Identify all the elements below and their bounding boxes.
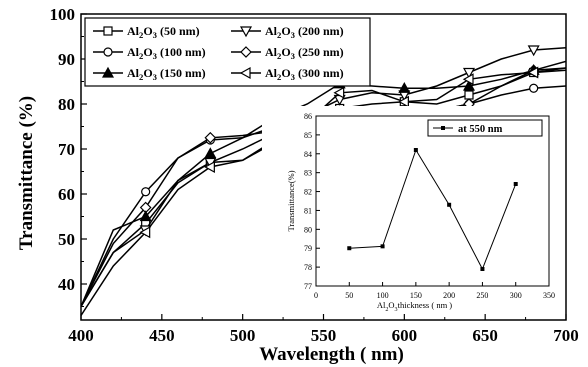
y-axis-title: Transmittance (%) (16, 96, 37, 250)
inset-background (262, 106, 562, 311)
inset-y-tick-label-1: 78 (304, 263, 312, 272)
x-tick-label-0: 400 (68, 326, 94, 345)
legend-marker-4 (101, 66, 115, 78)
legend-marker-3 (240, 46, 252, 58)
inset-x-axis-title: Al2O3thickness ( nm ) (377, 300, 452, 313)
inset-x-tick-label-4: 200 (443, 291, 455, 300)
inset-chart: 0 50 100 150 200 250 300 350 77 78 79 80 81 82 83 84 85 8… (262, 106, 562, 313)
legend-label-0: Al2O3 (50 nm) (127, 24, 200, 40)
series-1-point-14 (527, 45, 540, 57)
inset-y-tick-label-3: 80 (304, 225, 312, 234)
legend-label-5: Al2O3 (300 nm) (265, 66, 344, 82)
legend-label-2: Al2O3 (100 nm) (127, 45, 206, 61)
y-tick-label-6: 100 (50, 5, 76, 24)
x-tick-label-6: 700 (553, 326, 579, 345)
inset-y-tick-label-5: 82 (304, 188, 312, 197)
inset-y-tick-label-7: 84 (304, 150, 312, 159)
y-tick-label-1: 50 (58, 230, 75, 249)
inset-point-2 (413, 148, 418, 152)
y-tick-label-2: 60 (58, 185, 75, 204)
inset-point-5 (513, 182, 518, 186)
inset-series-line (349, 148, 517, 271)
inset-x-tick-label-3: 150 (410, 291, 422, 300)
inset-point-4 (480, 267, 485, 271)
x-tick-label-2: 500 (230, 326, 256, 345)
inset-y-tick-label-0: 77 (304, 282, 312, 291)
series-2-point-2 (141, 187, 151, 197)
inset-point-0 (347, 246, 352, 251)
inset-x-tick-label-0: 0 (314, 291, 318, 300)
inset-plot-frame (315, 115, 550, 287)
inset-point-3 (447, 202, 452, 207)
legend-label-3: Al2O3 (250 nm) (265, 45, 344, 61)
series-3-point-4 (204, 131, 217, 144)
inset-y-tick-label-8: 85 (304, 131, 312, 140)
inset-y-tick-label-9: 86 (304, 112, 312, 121)
x-tick-label-5: 650 (472, 326, 498, 345)
series-5-point-12 (462, 73, 474, 86)
legend-label-4: Al2O3 (150 nm) (127, 66, 206, 82)
series-0-point-12 (464, 90, 474, 100)
x-tick-label-3: 550 (311, 326, 337, 345)
inset-x-tick-label-7: 350 (543, 291, 555, 300)
series-line-4 (81, 60, 566, 307)
x-tick-label-1: 450 (149, 326, 175, 345)
legend-marker-0 (103, 26, 113, 36)
series-1-point-12 (462, 67, 476, 79)
x-axis-title: Wavelength ( nm) (259, 344, 404, 365)
series-5-point-10 (398, 95, 409, 108)
series-4-point-4 (204, 147, 217, 159)
series-5-point-2 (139, 226, 151, 239)
series-4-point-10 (398, 82, 411, 93)
inset-x-tick-label-5: 250 (476, 291, 488, 300)
y-tick-label-5: 90 (58, 50, 75, 69)
inset-point-1 (380, 244, 385, 249)
legend-marker-5 (239, 66, 251, 80)
inset-y-tick-label-4: 81 (304, 206, 312, 215)
series-2-point-14 (529, 83, 539, 93)
legend-marker-2 (103, 47, 113, 57)
x-tick-label-4: 600 (392, 326, 418, 345)
series-5-point-4 (204, 160, 215, 174)
inset-x-tick-label-1: 50 (345, 291, 353, 300)
series-5-point-8 (333, 86, 345, 99)
main-legend: Al2O3 (50 nm) Al2O3 (200 nm) Al2O3 (100 nm… (84, 17, 371, 87)
inset-y-tick-label-6: 83 (304, 169, 312, 178)
inset-y-tick-label-2: 79 (304, 244, 312, 253)
y-tick-label-0: 40 (58, 275, 75, 294)
inset-legend-label: at 550 nm (458, 124, 503, 135)
inset-x-tick-label-2: 100 (377, 291, 389, 300)
inset-x-tick-label-6: 300 (510, 291, 522, 300)
main-legend-box (84, 17, 371, 87)
series-4-point-12 (462, 79, 476, 91)
y-tick-label-4: 80 (58, 95, 75, 114)
inset-legend-marker (441, 126, 445, 130)
series-4-point-2 (139, 210, 152, 222)
legend-marker-1 (239, 26, 253, 38)
inset-y-axis-title: Transmittance(%) (286, 170, 296, 231)
y-tick-label-3: 70 (58, 140, 75, 159)
inset-legend-box (427, 119, 543, 137)
legend-label-1: Al2O3 (200 nm) (265, 24, 344, 40)
series-5-point-14 (527, 66, 539, 79)
